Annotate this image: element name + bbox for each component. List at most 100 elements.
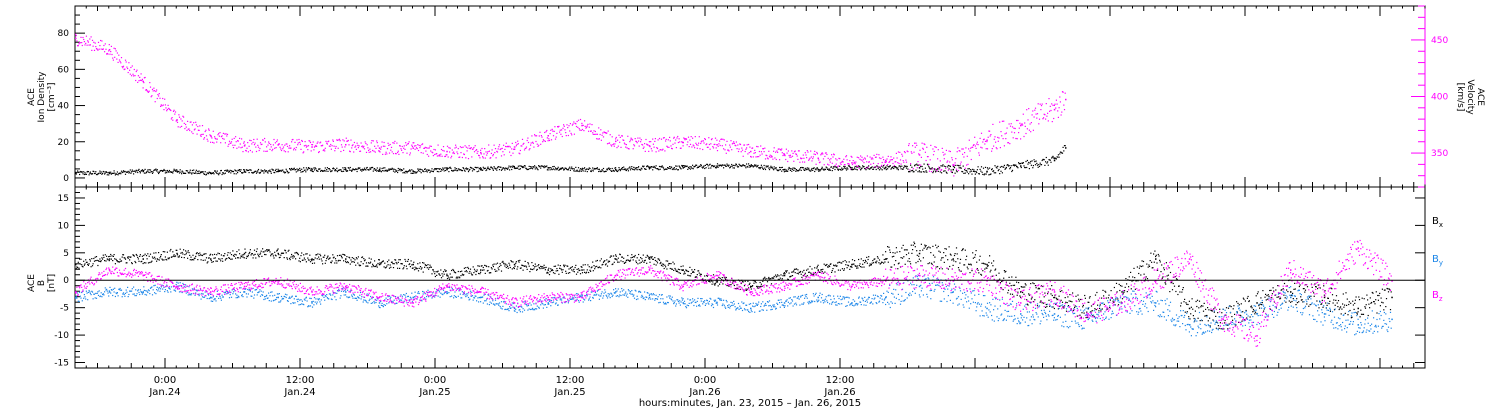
data-point bbox=[605, 170, 607, 172]
data-point bbox=[997, 136, 999, 138]
data-point bbox=[809, 157, 811, 159]
data-point bbox=[465, 167, 467, 169]
data-point bbox=[289, 147, 291, 149]
data-point bbox=[933, 150, 935, 152]
data-point bbox=[185, 250, 187, 252]
data-point bbox=[960, 270, 962, 272]
data-point bbox=[615, 167, 617, 169]
data-point bbox=[296, 168, 298, 170]
data-point bbox=[447, 156, 449, 158]
data-point bbox=[989, 130, 991, 132]
data-point bbox=[840, 169, 842, 171]
data-point bbox=[797, 158, 799, 160]
data-point bbox=[1197, 317, 1199, 319]
data-point bbox=[672, 261, 674, 263]
data-point bbox=[651, 166, 653, 168]
data-point bbox=[1078, 300, 1080, 302]
data-point bbox=[287, 250, 289, 252]
data-point bbox=[395, 153, 397, 155]
data-point bbox=[177, 256, 179, 258]
data-point bbox=[1295, 304, 1297, 306]
data-point bbox=[847, 168, 849, 170]
data-point bbox=[638, 166, 640, 168]
data-point bbox=[415, 268, 417, 270]
data-point bbox=[223, 138, 225, 140]
data-point bbox=[359, 167, 361, 169]
data-point bbox=[1209, 317, 1211, 319]
data-point bbox=[532, 168, 534, 170]
data-point bbox=[697, 144, 699, 146]
data-point bbox=[1195, 300, 1197, 303]
data-point bbox=[160, 169, 162, 172]
data-point bbox=[259, 252, 262, 254]
data-point bbox=[835, 158, 837, 160]
data-point bbox=[352, 144, 354, 146]
data-point bbox=[242, 151, 244, 153]
data-point bbox=[135, 262, 137, 264]
data-point bbox=[1051, 121, 1053, 123]
data-point bbox=[75, 35, 77, 37]
data-point bbox=[429, 145, 431, 147]
data-point bbox=[284, 144, 286, 146]
data-point bbox=[1311, 286, 1313, 288]
data-point bbox=[795, 268, 797, 270]
data-point bbox=[658, 165, 661, 168]
data-point bbox=[654, 167, 656, 169]
data-point bbox=[735, 145, 737, 147]
data-point bbox=[394, 259, 396, 261]
data-point bbox=[635, 260, 637, 262]
data-point bbox=[221, 173, 223, 176]
data-point bbox=[560, 268, 562, 270]
data-point bbox=[407, 260, 409, 262]
data-point bbox=[673, 168, 675, 170]
data-point bbox=[580, 170, 582, 172]
data-point bbox=[698, 136, 700, 138]
data-point bbox=[1003, 120, 1005, 122]
data-point bbox=[816, 151, 818, 154]
data-point bbox=[711, 138, 713, 140]
data-point bbox=[225, 258, 227, 260]
data-point bbox=[808, 159, 810, 161]
series-0-point bbox=[277, 170, 279, 173]
data-point bbox=[128, 62, 130, 64]
data-point bbox=[968, 173, 970, 175]
data-point bbox=[89, 44, 91, 46]
data-point bbox=[766, 165, 769, 167]
data-point bbox=[322, 170, 324, 172]
data-point bbox=[469, 270, 471, 273]
data-point bbox=[764, 168, 767, 171]
data-point bbox=[701, 166, 703, 168]
data-point bbox=[532, 268, 534, 271]
data-point bbox=[96, 259, 98, 261]
data-point bbox=[1053, 117, 1055, 120]
data-point bbox=[961, 148, 963, 150]
data-point bbox=[1018, 288, 1020, 290]
data-point bbox=[187, 120, 189, 122]
data-point bbox=[380, 170, 382, 172]
data-point bbox=[932, 172, 934, 174]
data-point bbox=[189, 129, 191, 132]
data-point bbox=[1013, 127, 1015, 129]
data-point bbox=[287, 172, 289, 174]
data-point bbox=[498, 144, 501, 146]
data-point bbox=[511, 148, 513, 150]
data-point bbox=[1028, 294, 1030, 296]
data-point bbox=[792, 152, 794, 154]
data-point bbox=[575, 123, 577, 125]
data-point bbox=[977, 144, 979, 146]
data-point bbox=[1242, 311, 1244, 313]
data-point bbox=[895, 152, 897, 154]
data-point bbox=[1049, 110, 1051, 112]
data-point bbox=[727, 285, 729, 287]
data-point bbox=[595, 168, 597, 170]
data-point bbox=[730, 140, 732, 142]
data-point bbox=[955, 164, 957, 166]
data-point bbox=[358, 264, 360, 266]
data-point bbox=[387, 169, 389, 171]
data-point bbox=[998, 272, 1000, 274]
data-point bbox=[688, 167, 690, 169]
data-point bbox=[806, 167, 808, 169]
data-point bbox=[492, 264, 494, 266]
data-point bbox=[238, 146, 240, 148]
data-point bbox=[552, 166, 554, 168]
